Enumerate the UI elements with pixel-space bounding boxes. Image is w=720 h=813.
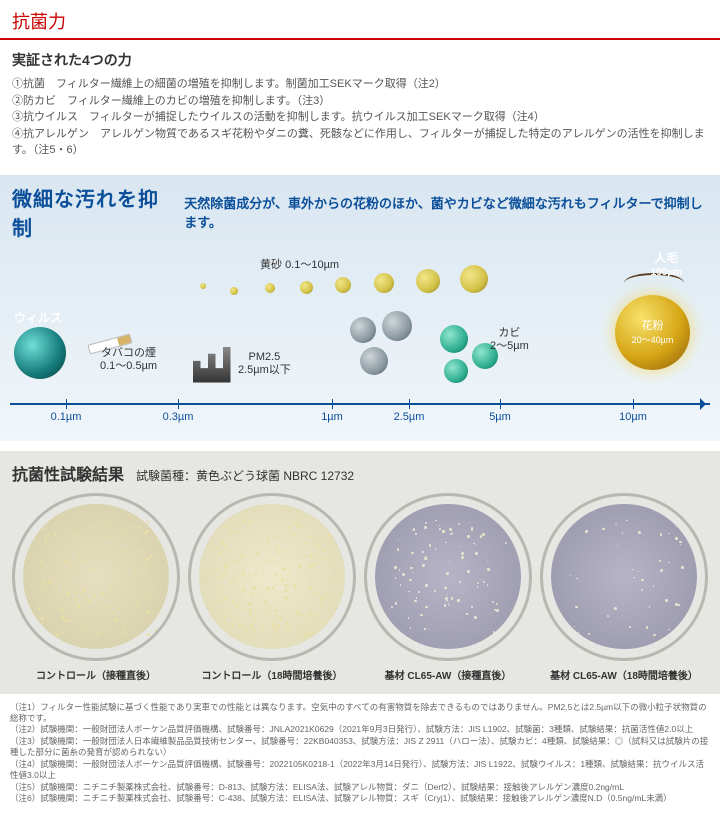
dish-label: コントロール（接種直後）	[12, 661, 180, 682]
axis-tick: 1µm	[312, 397, 352, 409]
footnote-line: （注5）試験機関：ニチニチ製薬株式会社、試験番号：D-813、試験方法：ELIS…	[10, 782, 710, 793]
dish-col: 基材 CL65-AW（18時間培養後）	[540, 493, 708, 682]
label-size: 0.1～10µm	[285, 259, 339, 271]
footnote-line: （注6）試験機関：ニチニチ製薬株式会社、試験番号：C-438、試験方法：ELIS…	[10, 793, 710, 804]
pollen-label: 花粉 20～40µm	[615, 317, 690, 346]
pm-dot	[360, 347, 388, 375]
mold-label: カビ 2～5µm	[490, 327, 529, 353]
sand-dot	[200, 283, 206, 289]
label-size: 0.1～0.5µm	[100, 360, 157, 372]
pm-dot	[350, 317, 376, 343]
test-section: 抗菌性試験結果 試験菌種：黄色ぶどう球菌 NBRC 12732 コントロール（接…	[0, 451, 720, 694]
label-size: 100µm	[651, 267, 682, 278]
label-text: 人毛	[654, 251, 678, 265]
dish-col: コントロール（接種直後）	[12, 493, 180, 682]
list-item: ④抗アレルゲン アレルゲン物質であるスギ花粉やダニの糞、死骸などに作用し、フィル…	[12, 126, 708, 159]
axis-line	[10, 403, 710, 405]
label-text: タバコの煙	[101, 347, 156, 359]
yellow-sand-label: 黄砂 0.1～10µm	[260, 259, 339, 272]
petri-dish	[540, 493, 708, 661]
size-axis: 0.1µm 0.3µm 1µm 2.5µm 5µm 10µm	[10, 397, 710, 433]
petri-dish	[188, 493, 356, 661]
footnote-line: （注4）試験機関：一般財団法人ボーケン品質評価機構、試験番号：2022105K0…	[10, 759, 710, 782]
infographic-title: 微細な汚れを抑制	[12, 183, 170, 241]
dish-label: 基材 CL65-AW（接種直後）	[364, 661, 532, 682]
virus-label: ウィルス	[14, 309, 62, 326]
sand-dot	[416, 269, 440, 293]
dish-label: コントロール（18時間培養後）	[188, 661, 356, 682]
footnotes: （注1）フィルター性能試験に基づく性能であり実車での性能とは異なります。空気中の…	[0, 694, 720, 813]
label-size: 2～5µm	[490, 340, 529, 352]
page-title: 抗菌力	[0, 0, 720, 40]
particle-infographic: 微細な汚れを抑制 天然除菌成分が、車外からの花粉のほか、菌やカビなど微細な汚れも…	[0, 175, 720, 441]
petri-dish	[364, 493, 532, 661]
list-item: ②防カビ フィルター繊維上のカビの増殖を抑制します。（注3）	[12, 93, 708, 110]
label-size: 2.5µm以下	[238, 364, 291, 376]
sand-dot	[265, 283, 275, 293]
hair-label: 人毛 100µm	[651, 251, 682, 279]
dish-col: コントロール（18時間培養後）	[188, 493, 356, 682]
list-item: ③抗ウイルス フィルターが捕捉したウイルスの活動を抑制します。抗ウイルス加工SE…	[12, 109, 708, 126]
factory-icon	[188, 347, 238, 383]
sand-dot	[460, 265, 488, 293]
pm-dot	[382, 311, 412, 341]
sand-dot	[374, 273, 394, 293]
sand-dot	[230, 287, 238, 295]
list-item: ①抗菌 フィルター繊維上の細菌の増殖を抑制します。制菌加工SEKマーク取得（注2…	[12, 76, 708, 93]
arrow-icon	[700, 398, 712, 410]
axis-tick: 2.5µm	[389, 397, 429, 409]
axis-tick: 5µm	[480, 397, 520, 409]
mold-dot	[440, 325, 468, 353]
axis-tick: 0.3µm	[158, 397, 198, 409]
feature-list: ①抗菌 フィルター繊維上の細菌の増殖を抑制します。制菌加工SEKマーク取得（注2…	[0, 76, 720, 169]
petri-dish	[12, 493, 180, 661]
dish-label: 基材 CL65-AW（18時間培養後）	[540, 661, 708, 682]
sand-dot	[300, 281, 313, 294]
test-subtitle: 試験菌種：黄色ぶどう球菌 NBRC 12732	[136, 467, 354, 484]
footnote-line: （注1）フィルター性能試験に基づく性能であり実車での性能とは異なります。空気中の…	[10, 702, 710, 725]
particles-row: ウィルス タバコの煙 0.1～0.5µm PM2.5 2.5µm以下 黄砂 0.…	[0, 247, 720, 397]
mold-dot	[444, 359, 468, 383]
label-text: 花粉	[642, 320, 664, 332]
label-size: 20～40µm	[632, 335, 674, 345]
infographic-desc: 天然除菌成分が、車外からの花粉のほか、菌やカビなど微細な汚れもフィルターで抑制し…	[184, 193, 708, 231]
footnote-line: （注2）試験機関：一般財団法人ボーケン品質評価機構、試験番号：JNLA2021K…	[10, 724, 710, 735]
dish-col: 基材 CL65-AW（接種直後）	[364, 493, 532, 682]
label-text: カビ	[498, 327, 520, 339]
test-title: 抗菌性試験結果	[12, 461, 124, 485]
subtitle: 実証された4つの力	[0, 40, 720, 76]
footnote-line: （注3）試験機関：一般財団法人日本繊維製品品質技術センター、試験番号：22KB0…	[10, 736, 710, 759]
tobacco-label: タバコの煙 0.1～0.5µm	[100, 347, 157, 373]
virus-icon	[14, 327, 66, 379]
axis-tick: 0.1µm	[46, 397, 86, 409]
sand-dot	[335, 277, 351, 293]
label-text: PM2.5	[249, 351, 281, 363]
pm25-label: PM2.5 2.5µm以下	[238, 351, 291, 377]
dish-row: コントロール（接種直後） コントロール（18時間培養後） 基材 CL65-AW（接種…	[12, 493, 708, 682]
axis-tick: 10µm	[613, 397, 653, 409]
label-text: 黄砂	[260, 259, 282, 271]
